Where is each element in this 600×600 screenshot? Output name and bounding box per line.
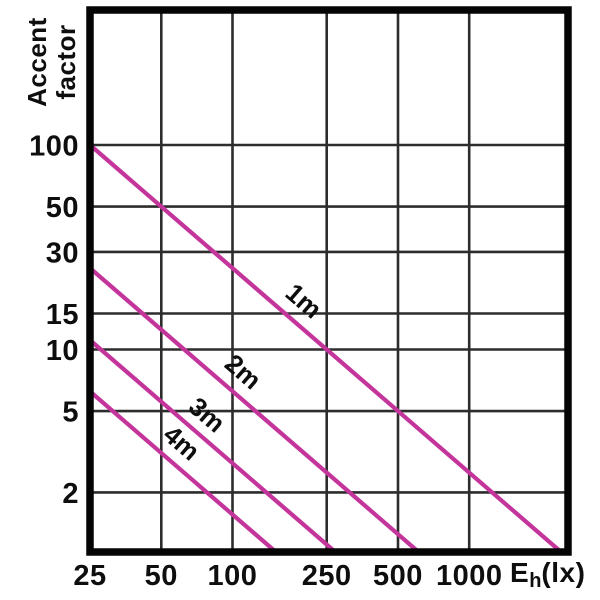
x-unit-units: (lx) [541, 557, 586, 588]
y-tick-label-50: 50 [46, 192, 79, 224]
y-tick-label-15: 15 [46, 299, 79, 331]
y-axis-title: Accent factor [22, 17, 81, 107]
x-unit-symbol: E [510, 557, 530, 588]
x-axis-unit-label: Eh(lx) [510, 557, 586, 592]
x-tick-label-1000: 1000 [436, 560, 503, 592]
y-tick-label-100: 100 [29, 131, 79, 163]
y-tick-label-5: 5 [62, 397, 79, 429]
distance-line-4m [88, 389, 278, 554]
y-tick-label-2: 2 [62, 478, 79, 510]
distance-line-2m [88, 266, 420, 554]
plot-border [86, 6, 572, 556]
x-tick-label-25: 25 [73, 560, 106, 592]
x-tick-label-50: 50 [145, 560, 178, 592]
x-unit-subscript: h [529, 570, 542, 592]
x-tick-label-100: 100 [208, 560, 258, 592]
y-tick-label-30: 30 [46, 237, 79, 269]
x-tick-label-500: 500 [373, 560, 423, 592]
x-tick-label-250: 250 [302, 560, 352, 592]
y-tick-label-10: 10 [46, 335, 79, 367]
distance-line-1m [88, 143, 563, 554]
distance-line-3m [88, 338, 337, 554]
